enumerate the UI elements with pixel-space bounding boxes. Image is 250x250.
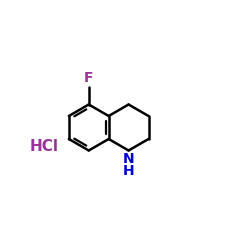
- Text: F: F: [84, 70, 94, 85]
- Text: HCl: HCl: [30, 139, 59, 154]
- Text: H: H: [123, 164, 134, 178]
- Text: N: N: [123, 152, 134, 166]
